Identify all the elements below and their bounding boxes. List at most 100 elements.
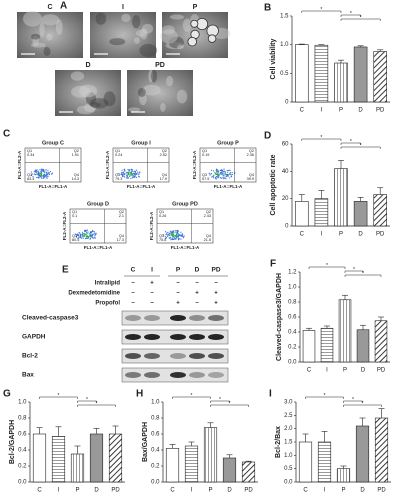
x-tick-label: D bbox=[227, 488, 232, 494]
texture bbox=[30, 33, 41, 40]
event bbox=[219, 177, 221, 179]
event bbox=[180, 235, 182, 237]
x-tick-label: PD bbox=[376, 232, 385, 238]
y-tick-label: 60 bbox=[282, 142, 289, 148]
x-tick-label: P bbox=[75, 488, 79, 494]
event bbox=[43, 173, 46, 175]
quadrant-value: 39.9 bbox=[247, 177, 254, 181]
bar bbox=[165, 448, 180, 483]
y-tick-label: 1.0 bbox=[280, 42, 289, 48]
event bbox=[132, 177, 134, 179]
significance-mark: * bbox=[86, 397, 88, 403]
event bbox=[169, 231, 171, 233]
event bbox=[45, 169, 47, 171]
lane-label: C bbox=[131, 267, 136, 274]
event bbox=[170, 239, 172, 241]
texture bbox=[139, 92, 147, 106]
event bbox=[39, 169, 41, 171]
event bbox=[180, 231, 182, 233]
event bbox=[177, 236, 180, 238]
significance-bracket bbox=[343, 404, 382, 407]
event bbox=[123, 169, 125, 171]
event bbox=[46, 177, 48, 179]
event bbox=[219, 169, 221, 172]
event bbox=[130, 177, 132, 180]
flow-x-label: FL1-A::FL1-A bbox=[39, 184, 68, 189]
band bbox=[144, 372, 160, 378]
x-tick-label: P bbox=[341, 488, 345, 494]
flow-plot bbox=[24, 147, 82, 183]
event bbox=[171, 233, 173, 235]
bar bbox=[241, 461, 256, 483]
event bbox=[132, 173, 134, 175]
event bbox=[43, 175, 45, 177]
event bbox=[125, 171, 128, 173]
event bbox=[92, 233, 94, 235]
significance-bracket bbox=[344, 274, 382, 277]
event bbox=[47, 170, 49, 172]
event bbox=[136, 172, 138, 175]
band-name: Bax bbox=[22, 372, 34, 379]
event bbox=[225, 174, 228, 176]
event bbox=[183, 235, 185, 237]
event bbox=[175, 233, 178, 235]
panel-letter: H bbox=[136, 389, 143, 400]
quadrant-value: 2.43 bbox=[204, 214, 211, 218]
event bbox=[48, 172, 50, 174]
event bbox=[88, 233, 90, 235]
event bbox=[45, 174, 47, 176]
quadrant-value: 75.8 bbox=[159, 238, 166, 242]
treatment-name: Dexmedetomidine bbox=[68, 291, 120, 297]
event bbox=[122, 175, 124, 177]
texture bbox=[32, 35, 39, 47]
event bbox=[175, 235, 177, 237]
event bbox=[94, 235, 96, 237]
y-tick-label: 1.5 bbox=[280, 14, 289, 20]
treatment-sign: + bbox=[176, 301, 180, 307]
event bbox=[171, 236, 174, 238]
y-tick-label: 0.6 bbox=[288, 315, 297, 321]
event bbox=[231, 172, 233, 174]
event bbox=[34, 174, 37, 176]
x-tick-label: C bbox=[300, 108, 305, 114]
event bbox=[81, 233, 83, 236]
event bbox=[121, 171, 123, 174]
image-label: P bbox=[193, 4, 198, 11]
event bbox=[222, 173, 224, 175]
x-tick-label: PD bbox=[111, 488, 120, 494]
vacuole bbox=[187, 36, 197, 47]
flow-x-label: FL1-A::FL1-A bbox=[127, 184, 156, 189]
event bbox=[123, 174, 125, 176]
treatment-sign: − bbox=[176, 281, 180, 287]
event bbox=[225, 178, 227, 180]
bar bbox=[108, 433, 123, 483]
event bbox=[211, 176, 213, 178]
event bbox=[226, 169, 228, 172]
bar bbox=[222, 457, 237, 483]
band bbox=[208, 334, 224, 340]
event bbox=[229, 172, 232, 174]
significance-bracket bbox=[301, 10, 342, 13]
x-tick-label: D bbox=[94, 488, 99, 494]
blot-strip bbox=[121, 348, 229, 364]
event bbox=[138, 173, 140, 175]
event bbox=[173, 237, 176, 239]
quadrant-name: Q1 bbox=[159, 210, 164, 214]
band-name: Cleaved-caspase3 bbox=[22, 315, 79, 322]
bar bbox=[334, 62, 348, 103]
event bbox=[36, 177, 38, 179]
y-tick-label: 3.0 bbox=[284, 400, 293, 406]
event bbox=[42, 170, 44, 172]
event bbox=[168, 237, 170, 239]
event bbox=[79, 235, 82, 237]
event bbox=[128, 171, 130, 174]
event bbox=[176, 230, 178, 232]
event bbox=[95, 232, 97, 234]
x-tick-label: P bbox=[339, 108, 343, 114]
event bbox=[136, 171, 139, 173]
event bbox=[223, 168, 225, 170]
event bbox=[228, 173, 230, 175]
treatment-name: Propofol bbox=[95, 301, 120, 307]
bar bbox=[356, 329, 370, 363]
quadrant-name: Q4 bbox=[162, 173, 167, 177]
